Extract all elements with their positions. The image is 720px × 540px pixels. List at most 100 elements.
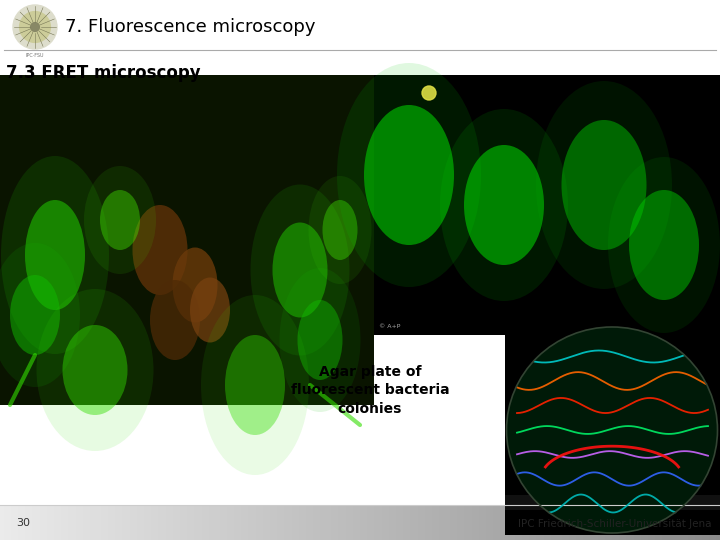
Bar — [331, 505, 336, 540]
Bar — [166, 505, 170, 540]
Bar — [115, 505, 120, 540]
Ellipse shape — [100, 190, 140, 250]
Bar — [140, 505, 145, 540]
Bar — [61, 505, 66, 540]
Ellipse shape — [63, 325, 127, 415]
Bar — [695, 505, 699, 540]
Text: IPC Friedrich-Schiller-Universität Jena: IPC Friedrich-Schiller-Universität Jena — [518, 519, 712, 529]
Bar — [216, 505, 220, 540]
Bar — [173, 505, 177, 540]
Bar — [662, 505, 667, 540]
Bar — [25, 505, 30, 540]
Bar — [454, 505, 458, 540]
Bar — [335, 505, 339, 540]
Ellipse shape — [10, 275, 60, 355]
Bar — [205, 505, 210, 540]
Bar — [562, 505, 566, 540]
Bar — [270, 505, 274, 540]
Bar — [688, 505, 692, 540]
Bar — [630, 505, 634, 540]
Bar — [65, 505, 69, 540]
Bar — [684, 505, 688, 540]
Bar — [677, 505, 681, 540]
Bar — [407, 505, 411, 540]
Bar — [389, 505, 393, 540]
Bar — [277, 505, 282, 540]
Bar — [274, 505, 278, 540]
Ellipse shape — [506, 327, 718, 533]
Bar — [504, 505, 508, 540]
Bar — [637, 505, 642, 540]
Bar — [0, 505, 4, 540]
Bar — [587, 505, 591, 540]
Bar — [551, 505, 555, 540]
Ellipse shape — [25, 200, 85, 310]
Bar — [295, 505, 300, 540]
Bar — [536, 505, 541, 540]
Bar — [428, 505, 433, 540]
Bar — [54, 505, 58, 540]
Bar — [457, 505, 462, 540]
Bar — [572, 505, 577, 540]
Bar — [529, 505, 534, 540]
Ellipse shape — [364, 105, 454, 245]
Bar — [230, 505, 235, 540]
Bar — [162, 505, 166, 540]
Bar — [36, 505, 40, 540]
Bar — [7, 505, 12, 540]
Bar — [202, 505, 206, 540]
Bar — [670, 505, 674, 540]
Bar — [184, 505, 188, 540]
Ellipse shape — [272, 222, 328, 318]
Bar — [522, 505, 526, 540]
Ellipse shape — [37, 289, 153, 451]
Bar — [493, 505, 498, 540]
Bar — [198, 505, 202, 540]
Bar — [403, 505, 408, 540]
Bar — [425, 505, 429, 540]
Bar — [709, 505, 714, 540]
Bar — [482, 505, 487, 540]
Bar — [22, 505, 26, 540]
Ellipse shape — [536, 81, 672, 289]
Bar — [608, 505, 613, 540]
Bar — [328, 505, 332, 540]
Ellipse shape — [308, 176, 372, 284]
Bar — [554, 505, 559, 540]
Bar — [126, 505, 130, 540]
Bar — [400, 505, 404, 540]
Bar — [14, 505, 19, 540]
Bar — [194, 505, 199, 540]
Bar — [374, 505, 379, 540]
Bar — [565, 505, 570, 540]
Bar — [497, 505, 501, 540]
Bar — [338, 505, 343, 540]
Ellipse shape — [297, 300, 343, 380]
Bar — [500, 505, 505, 540]
Bar — [90, 505, 94, 540]
Bar — [590, 505, 595, 540]
Text: 7.3 FRET microscopy: 7.3 FRET microscopy — [6, 64, 201, 82]
Ellipse shape — [608, 157, 720, 333]
Bar — [619, 505, 624, 540]
Circle shape — [13, 5, 57, 49]
Ellipse shape — [440, 109, 568, 301]
Bar — [691, 505, 696, 540]
Ellipse shape — [201, 295, 309, 475]
Bar — [68, 505, 73, 540]
Bar — [508, 505, 512, 540]
Bar — [43, 505, 48, 540]
Bar — [11, 505, 15, 540]
Bar — [234, 505, 238, 540]
Bar — [259, 505, 264, 540]
Bar — [374, 75, 720, 335]
Bar — [108, 505, 112, 540]
Bar — [385, 505, 390, 540]
Ellipse shape — [173, 247, 217, 322]
Bar — [421, 505, 426, 540]
Bar — [349, 505, 354, 540]
Bar — [122, 505, 127, 540]
Bar — [245, 505, 249, 540]
Bar — [356, 505, 361, 540]
Bar — [616, 505, 620, 540]
